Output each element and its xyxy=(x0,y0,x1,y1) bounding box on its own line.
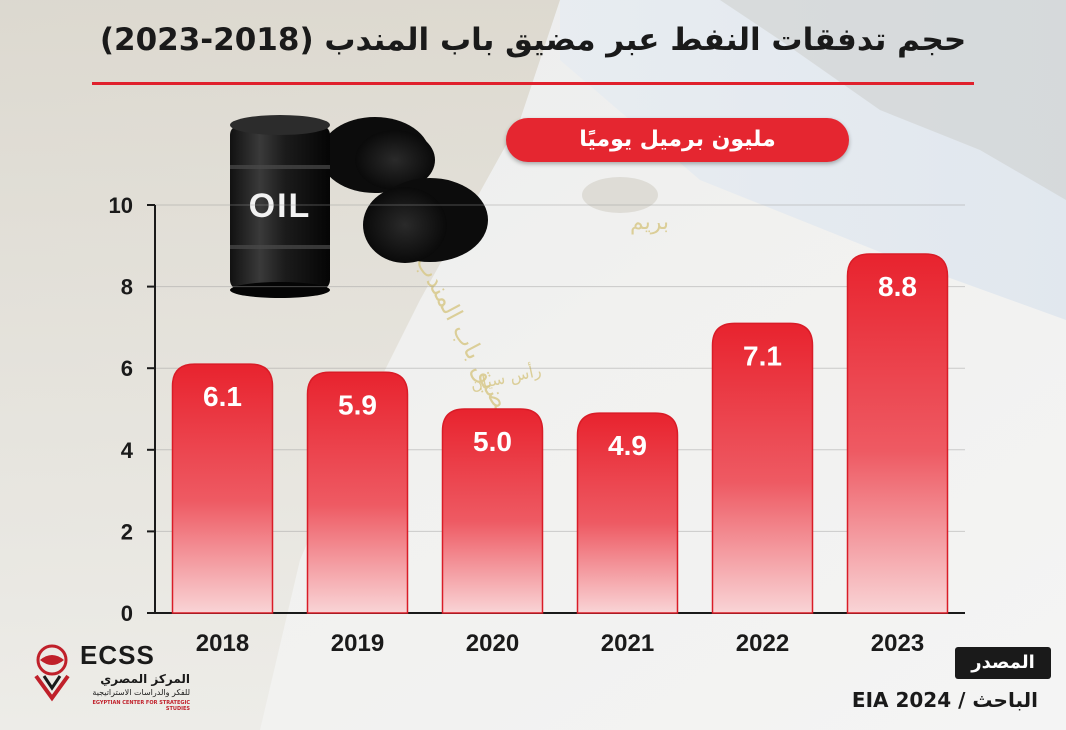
ecss-logo-icon xyxy=(34,644,70,702)
title-divider xyxy=(92,82,974,85)
bar-2019 xyxy=(306,371,409,614)
x-tick-label: 2020 xyxy=(466,630,519,657)
bar-value-label: 6.1 xyxy=(203,381,242,412)
y-tick-label: 0 xyxy=(121,601,133,626)
source-text: الباحث / EIA 2024 xyxy=(851,688,1038,712)
map-label-island: بريم xyxy=(630,210,670,235)
chart-title: حجم تدفقات النفط عبر مضيق باب المندب (20… xyxy=(99,22,967,58)
x-tick-label: 2021 xyxy=(601,630,654,657)
bar-value-label: 5.9 xyxy=(338,389,377,420)
bar-value-label: 4.9 xyxy=(608,430,647,461)
x-tick-label: 2018 xyxy=(196,630,249,657)
logo-en-subtext: EGYPTIAN CENTER FOR STRATEGIC STUDIES xyxy=(92,700,190,712)
logo-ar-text: المركز المصري xyxy=(100,672,190,686)
bar-value-label: 7.1 xyxy=(743,340,782,371)
logo-en-text: ECSS xyxy=(80,640,155,670)
bar-2021 xyxy=(576,412,679,614)
logo-ar-subtext: للفكر والدراسات الاستراتيجية xyxy=(92,688,190,697)
oil-barrels-image: OIL xyxy=(230,115,488,298)
bar-2023 xyxy=(846,253,949,614)
bar-2020 xyxy=(441,408,544,614)
bar-value-label: 5.0 xyxy=(473,426,512,457)
bar-2022 xyxy=(711,322,814,614)
y-tick-label: 8 xyxy=(121,275,133,300)
y-tick-label: 10 xyxy=(109,193,133,218)
y-tick-label: 6 xyxy=(121,356,133,381)
x-tick-label: 2023 xyxy=(871,630,924,657)
x-tick-label: 2019 xyxy=(331,630,384,657)
y-tick-label: 4 xyxy=(121,438,134,463)
source-label: المصدر xyxy=(955,647,1051,679)
x-tick-label: 2022 xyxy=(736,630,789,657)
ecss-logo: ECSS المركز المصري للفكر والدراسات الاست… xyxy=(30,640,190,720)
oil-barrel-label: OIL xyxy=(249,187,312,225)
y-tick-label: 2 xyxy=(121,519,133,544)
unit-label: مليون برميل يوميًا xyxy=(506,118,849,162)
bar-value-label: 8.8 xyxy=(878,271,917,302)
bar-2018 xyxy=(171,363,274,614)
